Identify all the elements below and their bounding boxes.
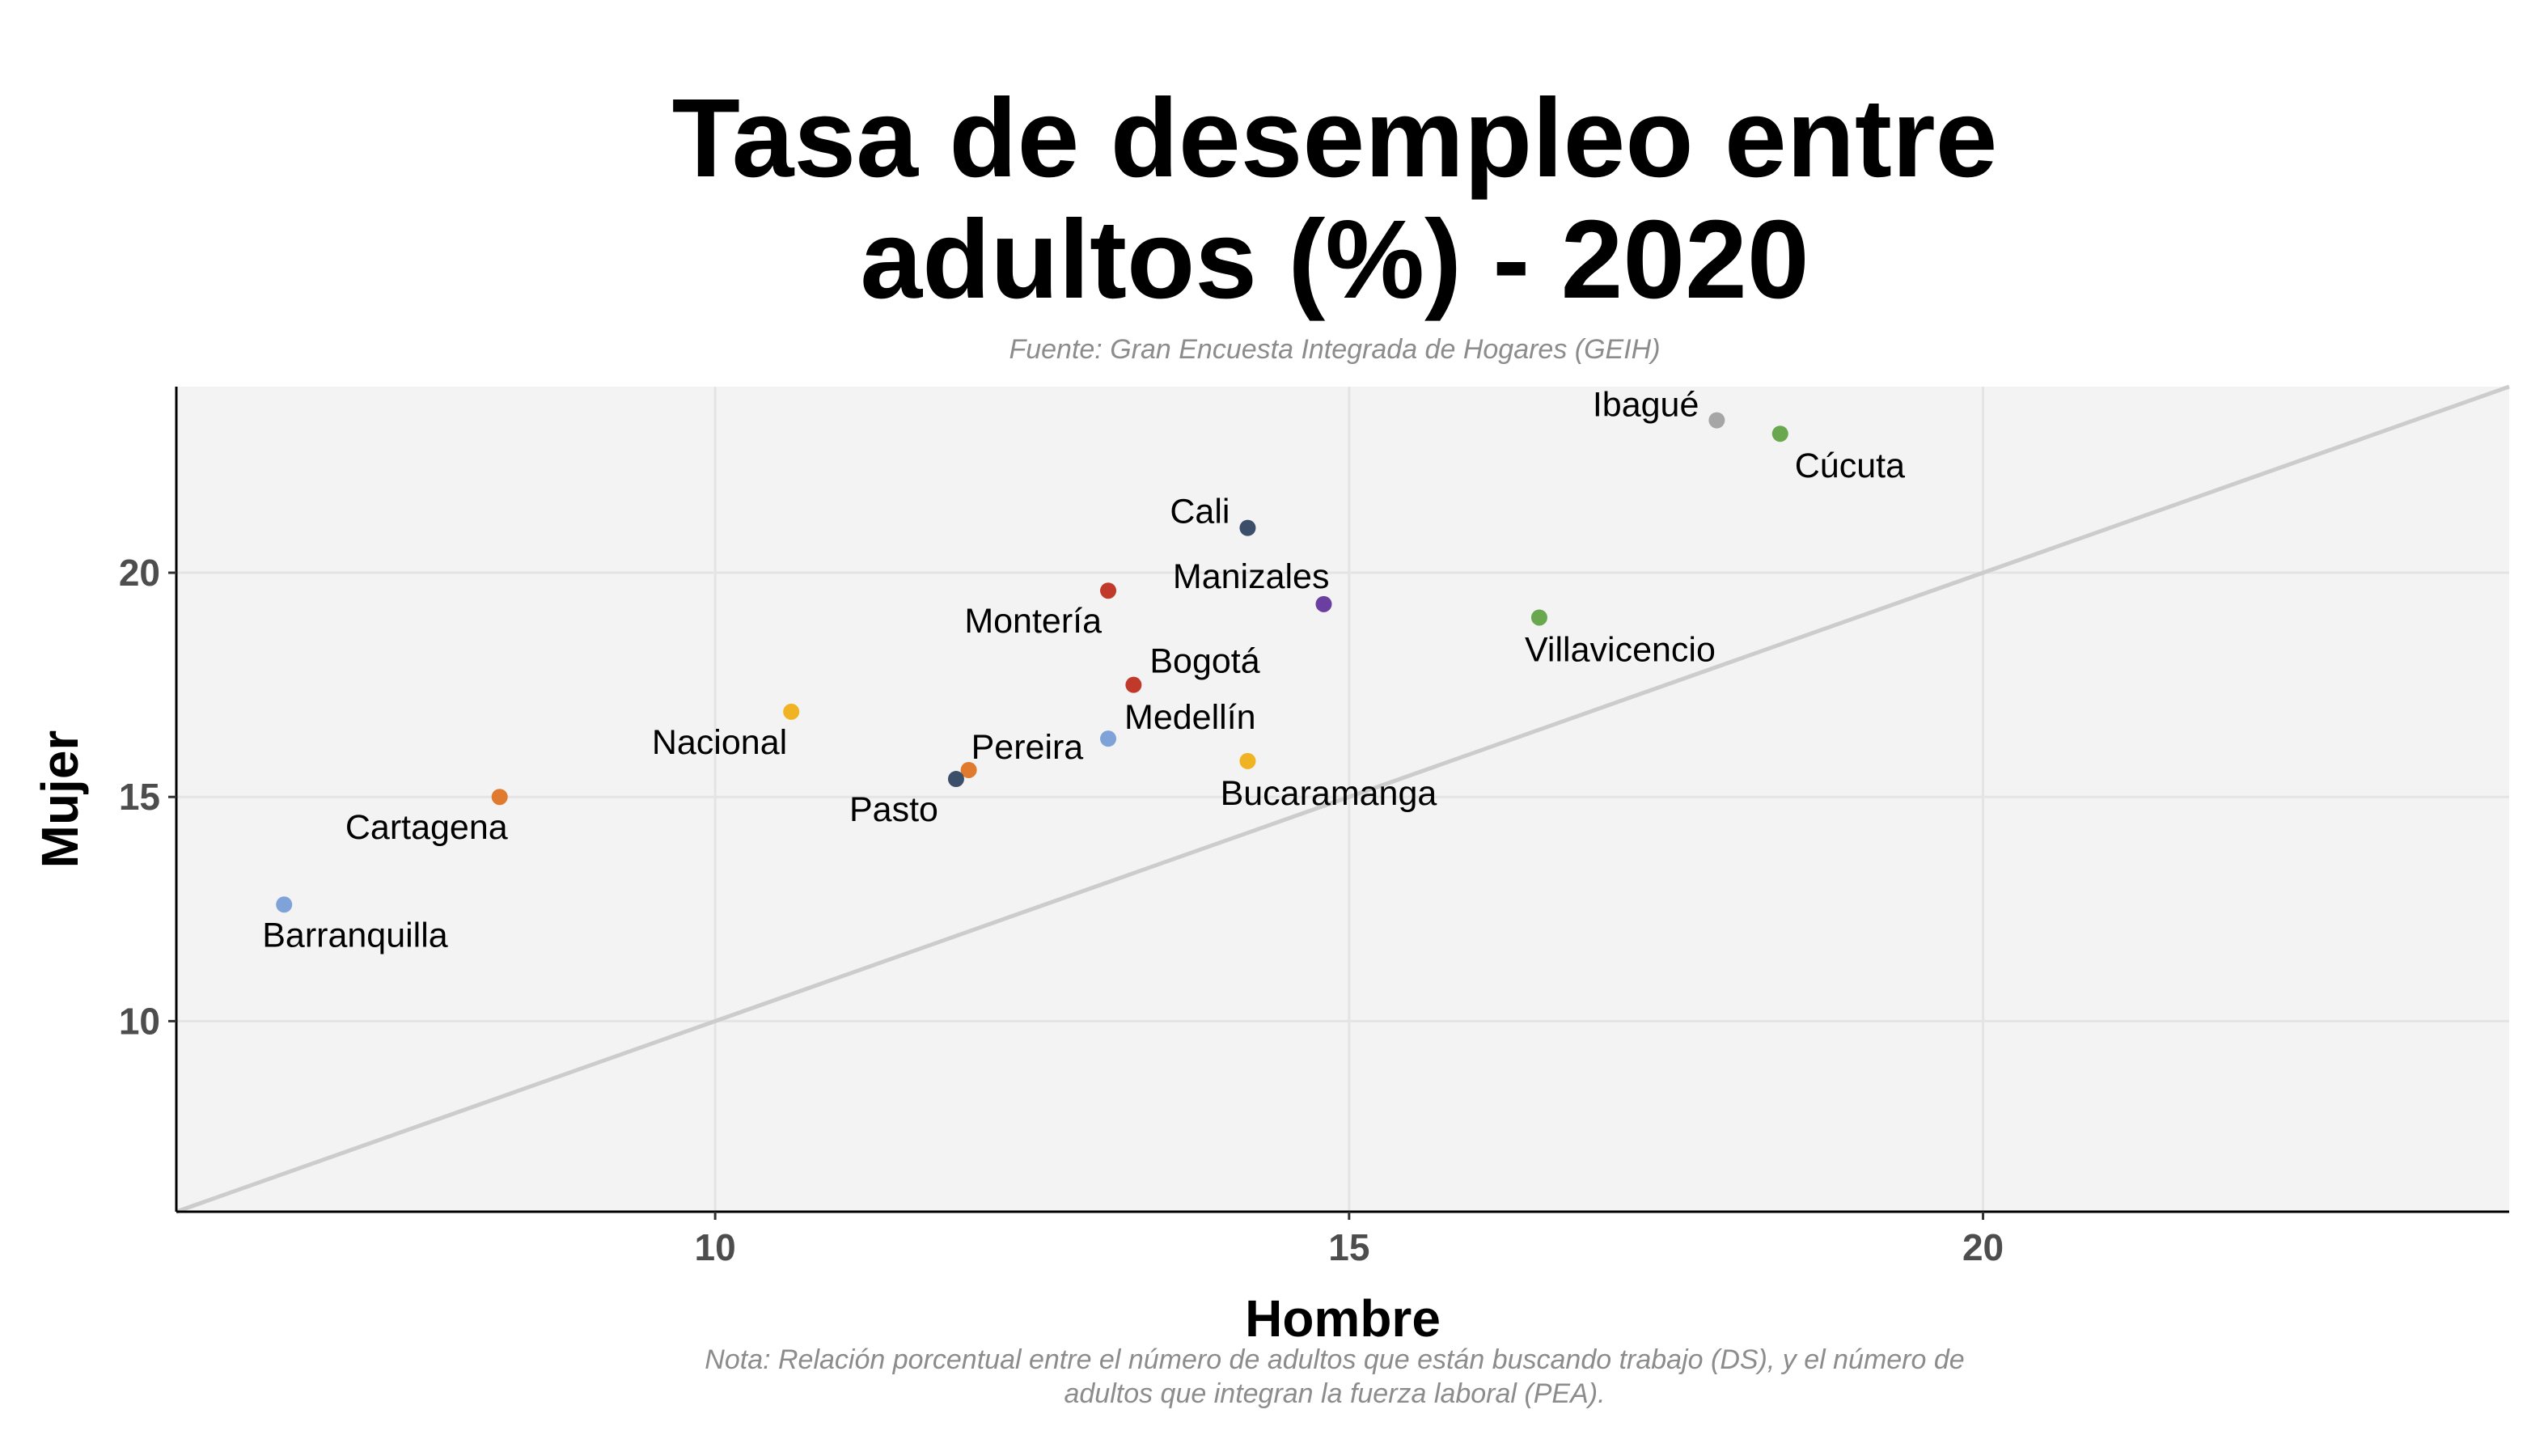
point-label: Pereira bbox=[971, 728, 1084, 767]
point-label: Cartagena bbox=[345, 808, 508, 847]
point-marker bbox=[1100, 582, 1117, 599]
x-tick-label: 20 bbox=[1962, 1226, 2004, 1268]
data-point: Pasto bbox=[849, 771, 964, 829]
chart-note-line-2: adultos que integran la fuerza laboral (… bbox=[1064, 1378, 1606, 1409]
point-label: Ibagué bbox=[1593, 386, 1699, 425]
point-label: Medellín bbox=[1124, 698, 1256, 737]
point-marker bbox=[1315, 595, 1332, 612]
data-point: Cali bbox=[1170, 493, 1256, 536]
data-point: Bucaramanga bbox=[1221, 752, 1437, 813]
point-label: Pasto bbox=[849, 790, 938, 829]
point-label: Cali bbox=[1170, 493, 1230, 531]
y-tick-label: 10 bbox=[119, 1000, 160, 1042]
chart-note-line-1: Nota: Relación porcentual entre el númer… bbox=[705, 1344, 1965, 1375]
point-label: Nacional bbox=[652, 723, 787, 762]
x-tick-label: 15 bbox=[1328, 1226, 1369, 1268]
y-axis-ticks: 10 15 20 bbox=[119, 552, 176, 1042]
chart-title-line-2: adultos (%) - 2020 bbox=[860, 197, 1809, 322]
point-marker bbox=[491, 789, 508, 806]
data-point: Medellín bbox=[1100, 698, 1256, 747]
point-marker bbox=[1239, 752, 1256, 769]
grid-lines bbox=[176, 387, 2509, 1212]
point-marker bbox=[1239, 519, 1256, 536]
x-axis-ticks: 10 15 20 bbox=[695, 1212, 2004, 1268]
data-point: Montería bbox=[964, 582, 1117, 641]
point-marker bbox=[1771, 425, 1788, 442]
point-label: Manizales bbox=[1173, 557, 1330, 596]
chart-title-line-1: Tasa de desempleo entre bbox=[671, 76, 1998, 201]
data-point: Ibagué bbox=[1593, 386, 1725, 429]
data-points: Ibagué Cúcuta Cali Montería Manizales Villavi… bbox=[262, 386, 1905, 955]
point-label: Bucaramanga bbox=[1221, 774, 1437, 813]
point-marker bbox=[1125, 676, 1142, 693]
point-label: Cúcuta bbox=[1795, 447, 1905, 485]
data-point: Manizales bbox=[1173, 557, 1332, 612]
y-tick-label: 15 bbox=[119, 776, 160, 818]
point-marker bbox=[1100, 730, 1117, 747]
chart-title: Tasa de desempleo entre adultos (%) - 20… bbox=[0, 78, 2548, 320]
point-marker bbox=[1708, 412, 1725, 429]
reference-line bbox=[176, 384, 2510, 1214]
point-marker bbox=[276, 896, 293, 913]
data-point: Cúcuta bbox=[1771, 425, 1905, 485]
point-marker bbox=[947, 771, 964, 788]
data-point: Bogotá bbox=[1125, 642, 1260, 693]
x-tick-label: 10 bbox=[695, 1226, 736, 1268]
point-label: Montería bbox=[964, 602, 1102, 641]
x-axis-title: Hombre bbox=[1245, 1289, 1441, 1348]
point-label: Villavicencio bbox=[1525, 630, 1716, 669]
data-point: Cartagena bbox=[345, 789, 508, 847]
data-point: Barranquilla bbox=[262, 896, 448, 954]
point-marker bbox=[783, 703, 800, 720]
point-marker bbox=[1530, 609, 1547, 626]
data-point: Pereira bbox=[960, 728, 1084, 778]
point-label: Bogotá bbox=[1149, 642, 1259, 681]
chart-subtitle: Fuente: Gran Encuesta Integrada de Hogar… bbox=[1009, 334, 1661, 365]
data-point: Nacional bbox=[652, 703, 800, 762]
y-axis-title: Mujer bbox=[31, 730, 89, 869]
point-marker bbox=[960, 761, 977, 778]
point-label: Barranquilla bbox=[262, 916, 448, 954]
y-tick-label: 20 bbox=[119, 552, 160, 594]
data-point: Villavicencio bbox=[1525, 609, 1716, 669]
chart-note: Nota: Relación porcentual entre el númer… bbox=[607, 1343, 2063, 1411]
